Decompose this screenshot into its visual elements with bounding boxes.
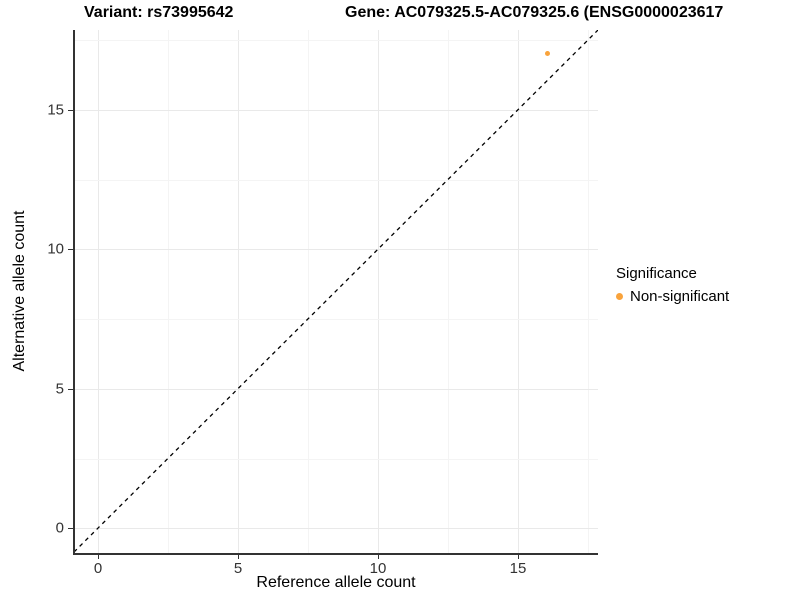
x-tick — [238, 554, 240, 559]
x-tick-label: 0 — [93, 560, 103, 577]
gridline — [74, 40, 598, 41]
x-tick-label: 10 — [369, 560, 387, 577]
identity-line — [74, 30, 598, 553]
gridline — [308, 30, 309, 553]
y-axis-title: Alternative allele count — [11, 210, 28, 372]
gridline — [518, 30, 519, 553]
y-axis-line — [73, 30, 75, 554]
y-tick-label: 0 — [55, 519, 64, 537]
y-tick-label: 10 — [47, 240, 64, 258]
gridline — [168, 30, 169, 553]
plot-panel — [74, 30, 598, 553]
gridline — [74, 459, 598, 460]
x-tick — [518, 554, 520, 559]
legend-entry: Non-significant — [616, 288, 729, 305]
y-tick-label: 5 — [55, 380, 64, 398]
x-axis-title: Reference allele count — [256, 574, 416, 591]
x-axis-line — [73, 553, 598, 555]
gridline — [74, 110, 598, 111]
y-tick — [68, 389, 73, 391]
x-tick-label: 5 — [233, 560, 243, 577]
x-tick — [98, 554, 100, 559]
gene-title: Gene: AC079325.5-AC079325.6 (ENSG0000023… — [345, 4, 724, 21]
legend-entry-label: Non-significant — [630, 288, 730, 305]
y-tick — [68, 249, 73, 251]
gridline — [238, 30, 239, 553]
legend: Significance Non-significant — [616, 265, 729, 305]
gridline — [588, 30, 589, 553]
x-tick-label: 15 — [509, 560, 527, 577]
data-point — [544, 50, 550, 56]
gridline — [98, 30, 99, 553]
gridline — [74, 528, 598, 529]
y-tick — [68, 110, 73, 112]
legend-title: Significance — [616, 265, 697, 282]
gridline — [74, 389, 598, 390]
y-tick — [68, 528, 73, 530]
gridline — [74, 319, 598, 320]
gridline — [448, 30, 449, 553]
gridline — [74, 249, 598, 250]
circle-marker-icon — [616, 293, 623, 300]
y-tick-label: 15 — [47, 101, 64, 119]
gridline — [74, 180, 598, 181]
gridline — [378, 30, 379, 553]
variant-title: Variant: rs73995642 — [84, 4, 234, 21]
x-tick — [378, 554, 380, 559]
